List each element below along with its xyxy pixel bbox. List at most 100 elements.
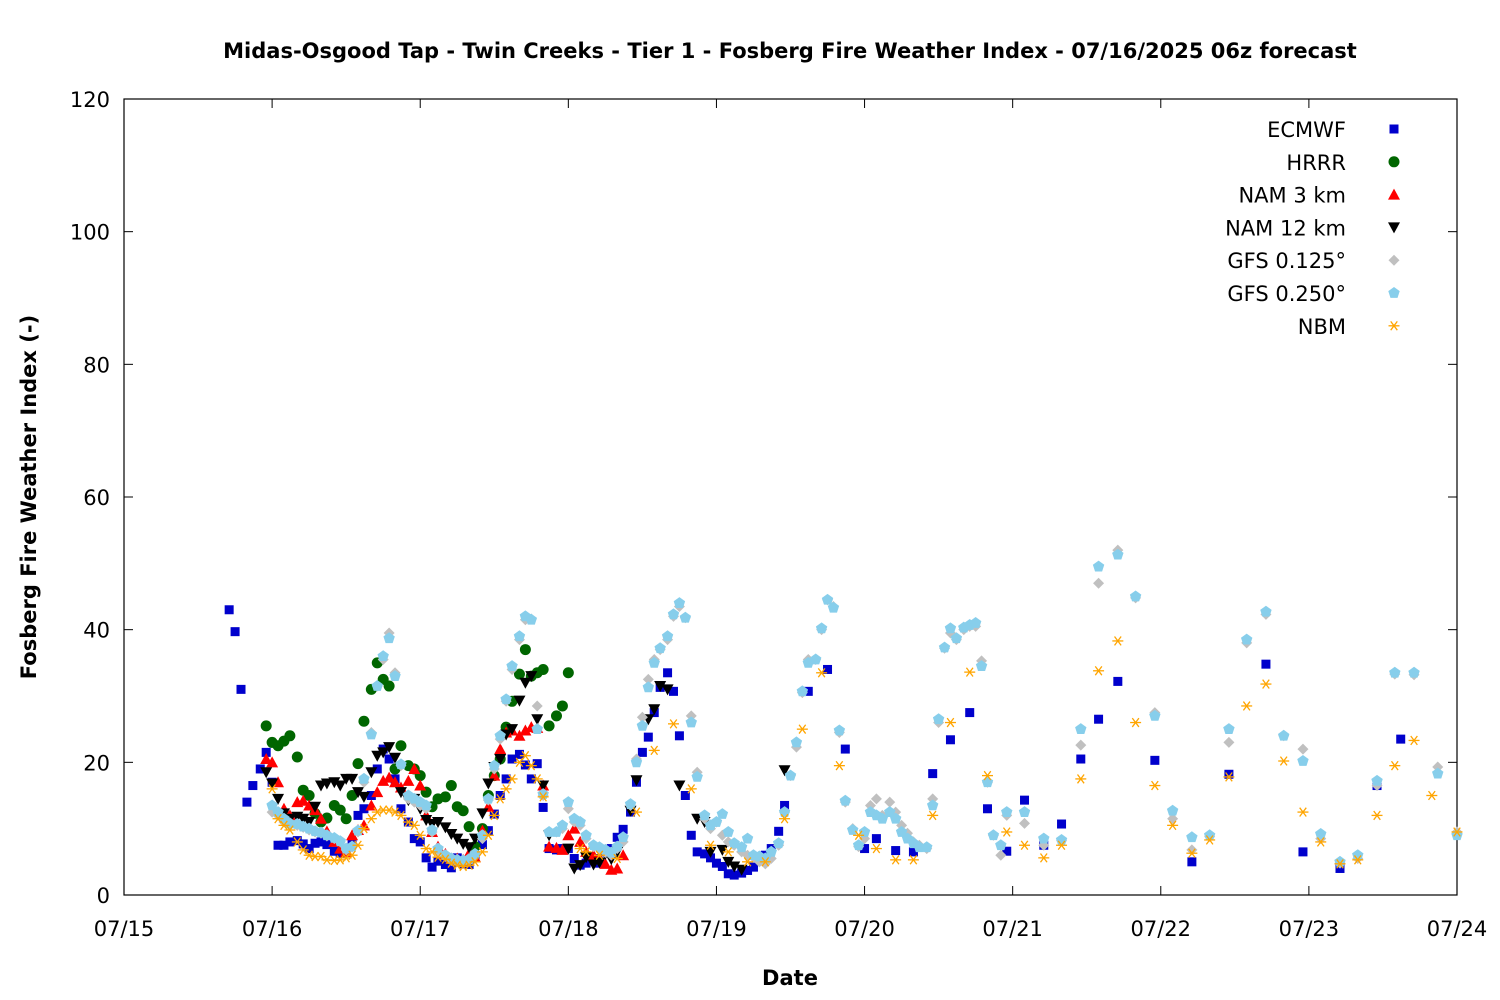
data-point bbox=[839, 794, 852, 806]
data-point bbox=[926, 799, 939, 811]
legend-marker bbox=[1388, 287, 1400, 298]
y-tick-label: 40 bbox=[83, 619, 110, 643]
data-point bbox=[716, 808, 729, 819]
data-point bbox=[543, 720, 555, 732]
data-point bbox=[950, 632, 963, 644]
data-point bbox=[691, 770, 703, 782]
data-point bbox=[432, 852, 444, 862]
data-point bbox=[1204, 835, 1216, 845]
data-point bbox=[352, 758, 364, 770]
data-point bbox=[365, 813, 377, 824]
data-point bbox=[279, 840, 289, 850]
data-point bbox=[261, 747, 271, 757]
data-point bbox=[426, 847, 438, 857]
data-point bbox=[1408, 735, 1420, 746]
data-point bbox=[618, 824, 628, 834]
data-point bbox=[310, 838, 320, 848]
data-point bbox=[1371, 810, 1383, 821]
data-point bbox=[568, 863, 581, 875]
x-tick-label: 07/18 bbox=[538, 917, 599, 941]
data-point bbox=[1186, 848, 1198, 858]
data-point bbox=[568, 822, 581, 834]
data-point bbox=[790, 736, 803, 748]
data-point bbox=[636, 711, 648, 723]
data-point bbox=[242, 797, 252, 807]
data-point bbox=[611, 853, 623, 864]
data-point bbox=[514, 749, 524, 759]
data-point bbox=[686, 830, 696, 840]
data-point bbox=[389, 752, 402, 764]
data-point bbox=[1334, 859, 1346, 869]
data-point bbox=[501, 774, 511, 784]
data-point bbox=[383, 680, 395, 692]
data-point bbox=[488, 759, 500, 771]
data-point bbox=[531, 774, 543, 784]
data-point bbox=[654, 681, 667, 693]
data-point bbox=[328, 777, 341, 789]
data-point bbox=[297, 794, 310, 806]
chart-title: Midas-Osgood Tap - Twin Creeks - Tier 1 … bbox=[223, 39, 1357, 63]
data-point bbox=[723, 869, 733, 879]
data-point bbox=[1002, 846, 1012, 856]
data-point bbox=[1130, 717, 1142, 728]
data-point bbox=[772, 837, 785, 849]
data-point bbox=[494, 794, 506, 804]
data-point bbox=[1451, 827, 1463, 837]
data-point bbox=[513, 757, 525, 768]
data-point bbox=[1129, 590, 1142, 602]
data-point bbox=[272, 793, 285, 805]
data-point bbox=[525, 671, 538, 683]
data-point bbox=[853, 830, 865, 841]
data-point bbox=[371, 786, 384, 798]
data-point bbox=[1001, 827, 1013, 837]
data-point bbox=[809, 653, 822, 665]
legend-label: NBM bbox=[1298, 315, 1346, 339]
legend-label: GFS 0.250° bbox=[1227, 282, 1346, 306]
data-point bbox=[617, 849, 630, 861]
data-point bbox=[507, 754, 517, 764]
data-point bbox=[661, 630, 674, 642]
data-point bbox=[1352, 849, 1364, 861]
data-point bbox=[383, 632, 395, 644]
data-point bbox=[667, 719, 679, 729]
data-point bbox=[396, 804, 406, 814]
data-point bbox=[334, 835, 346, 847]
data-point bbox=[908, 847, 918, 857]
data-point bbox=[1297, 807, 1309, 817]
data-point bbox=[574, 816, 586, 827]
data-point bbox=[1075, 774, 1087, 784]
data-point bbox=[1019, 817, 1031, 829]
data-point bbox=[525, 613, 538, 625]
data-point bbox=[224, 605, 234, 615]
data-point bbox=[440, 859, 450, 869]
data-point bbox=[981, 770, 993, 781]
data-point bbox=[439, 791, 451, 803]
x-tick-label: 07/17 bbox=[390, 917, 451, 941]
data-point bbox=[1298, 847, 1308, 857]
data-point bbox=[823, 664, 833, 674]
data-point bbox=[513, 630, 526, 642]
data-point bbox=[316, 837, 326, 847]
data-point bbox=[1315, 827, 1327, 839]
data-point bbox=[674, 731, 684, 741]
data-point bbox=[1149, 709, 1161, 721]
data-point bbox=[884, 806, 896, 817]
data-point bbox=[230, 627, 240, 637]
legend-marker bbox=[1388, 156, 1400, 168]
data-point bbox=[1223, 772, 1235, 782]
data-point bbox=[414, 779, 427, 791]
legend-marker bbox=[1389, 124, 1399, 134]
data-point bbox=[852, 839, 865, 851]
data-point bbox=[840, 744, 850, 754]
data-point bbox=[334, 780, 347, 792]
data-point bbox=[796, 724, 808, 734]
data-point bbox=[543, 840, 556, 852]
data-point bbox=[531, 723, 543, 735]
data-point bbox=[346, 773, 359, 785]
data-point bbox=[569, 854, 579, 864]
data-point bbox=[821, 593, 834, 605]
data-point bbox=[463, 842, 476, 854]
data-point bbox=[981, 776, 994, 788]
data-point bbox=[593, 850, 605, 860]
data-point bbox=[1426, 790, 1438, 801]
